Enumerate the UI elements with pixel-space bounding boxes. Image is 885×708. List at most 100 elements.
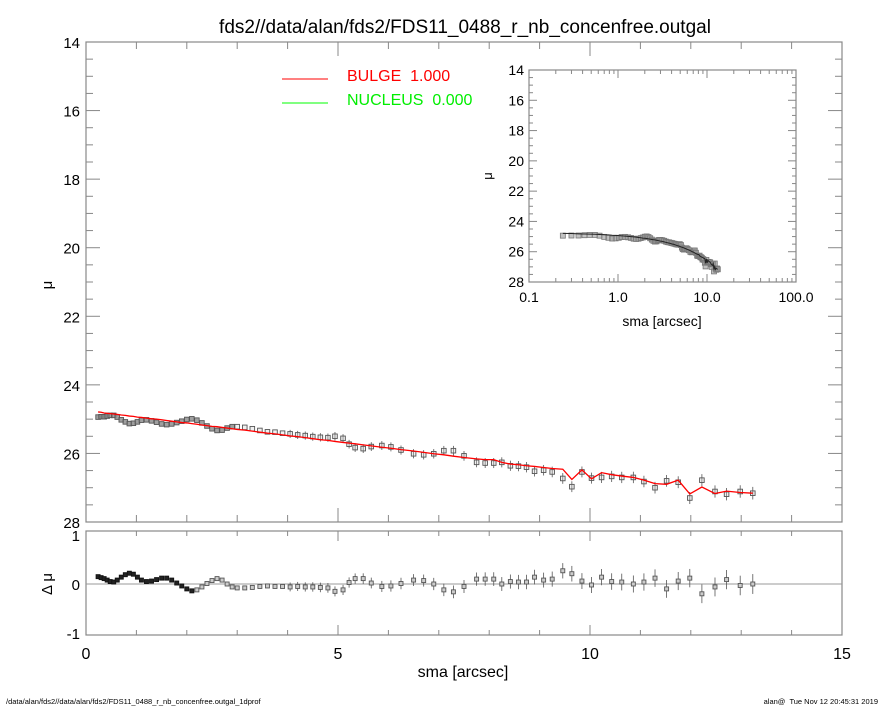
residual-point — [219, 577, 225, 583]
residual-point — [507, 579, 513, 584]
data-point — [158, 421, 165, 427]
inset-x-tick-label: 1.0 — [608, 289, 628, 305]
inset-y-tick-label: 26 — [508, 244, 524, 260]
residual-point — [515, 579, 521, 585]
data-point — [549, 469, 555, 475]
residual-point — [388, 583, 394, 589]
data-point — [569, 483, 575, 490]
residual-point — [549, 576, 555, 582]
data-point — [138, 417, 145, 423]
x-tick-label: 5 — [334, 646, 343, 663]
residual-point — [461, 584, 467, 589]
data-point — [214, 427, 220, 434]
y-tick-label: 20 — [63, 241, 80, 258]
data-point — [242, 424, 248, 431]
main-x-label: sma [arcsec] — [418, 664, 509, 681]
inset-y-tick-label: 22 — [508, 183, 524, 199]
data-point — [346, 441, 352, 447]
residual-point — [302, 584, 308, 590]
residual-point — [346, 580, 352, 585]
residual-point — [687, 575, 693, 581]
data-point — [325, 434, 331, 441]
residual-point — [532, 574, 538, 580]
residual-point — [169, 577, 175, 583]
inset-x-tick-label: 100.0 — [778, 289, 813, 305]
inset-y-tick-label: 20 — [508, 153, 524, 169]
residual-point — [138, 577, 144, 583]
residual-point — [114, 577, 120, 583]
data-point — [619, 474, 625, 481]
inset-data-point — [586, 232, 593, 238]
residual-point — [130, 571, 136, 577]
inset-x-tick-label: 0.1 — [519, 289, 539, 305]
residual-point — [431, 581, 437, 587]
x-tick-label: 10 — [581, 646, 599, 663]
residual-point — [737, 583, 743, 588]
residual-y-tick-label: 0 — [72, 577, 80, 594]
residual-point — [619, 579, 625, 585]
residual-y-tick-label: 1 — [72, 528, 80, 545]
inset-data-point — [568, 232, 575, 239]
residual-point — [214, 576, 220, 582]
y-tick-label: 22 — [63, 309, 80, 326]
residual-point — [368, 580, 374, 586]
data-point — [531, 468, 538, 475]
residual-point — [675, 578, 681, 584]
bulge-model-line — [98, 411, 753, 495]
y-tick-label: 14 — [63, 35, 80, 52]
residual-point — [122, 572, 128, 578]
y-tick-label: 18 — [63, 172, 80, 189]
data-point — [410, 451, 417, 457]
residual-point — [579, 578, 585, 584]
residual-plot-frame — [85, 530, 843, 636]
residual-point — [724, 577, 730, 583]
data-point — [737, 488, 743, 495]
y-tick-label: 24 — [63, 378, 80, 395]
residual-point — [664, 586, 670, 592]
residual-point — [332, 588, 338, 594]
residual-point — [482, 576, 488, 582]
residual-point — [229, 584, 235, 590]
residual-y-label: Δ μ — [39, 573, 56, 595]
residual-point — [179, 583, 185, 589]
legend: BULGE 1.000 NUCLEUS 0.000 — [282, 68, 472, 109]
residual-point — [421, 578, 427, 584]
residual-point — [609, 579, 615, 584]
data-point — [194, 417, 200, 423]
residual-point — [352, 576, 358, 582]
residual-point — [524, 579, 529, 585]
residual-point — [164, 575, 170, 581]
inset-model-line — [562, 232, 719, 271]
chart-title: fds2//data/alan/fds2/FDS11_0488_r_nb_con… — [219, 17, 711, 38]
data-point — [723, 491, 730, 497]
inset-panel: 14 16 18 20 22 24 26 280.1 1.0 10.0 100.0 — [508, 62, 813, 305]
footer-left: /data/alan/fds2//data/alan/fds2/FDS11_04… — [6, 697, 262, 706]
residual-point — [264, 583, 270, 589]
residual-point — [652, 575, 658, 581]
data-point — [388, 444, 394, 450]
residual-point — [189, 588, 195, 594]
main-panel: 14 16 18 20 22 24 26 28 — [63, 35, 843, 532]
residual-point — [630, 581, 636, 587]
data-point — [234, 423, 240, 430]
x-tick-label: 15 — [833, 646, 851, 663]
residual-point — [144, 579, 149, 584]
data-point — [184, 416, 190, 423]
residual-point — [599, 574, 605, 580]
data-point — [189, 416, 195, 422]
data-point — [523, 464, 530, 470]
residual-point — [159, 575, 165, 581]
residual-point — [450, 589, 456, 595]
data-point — [163, 421, 170, 428]
residual-point — [174, 580, 180, 586]
residual-point — [242, 585, 248, 591]
residual-point — [184, 586, 190, 592]
inset-plot-frame — [528, 69, 797, 283]
data-point — [153, 419, 160, 425]
residual-point — [499, 581, 505, 587]
data-point — [482, 460, 488, 466]
residual-point — [134, 574, 140, 580]
y-tick-label: 28 — [63, 515, 80, 532]
residual-point — [589, 582, 594, 588]
